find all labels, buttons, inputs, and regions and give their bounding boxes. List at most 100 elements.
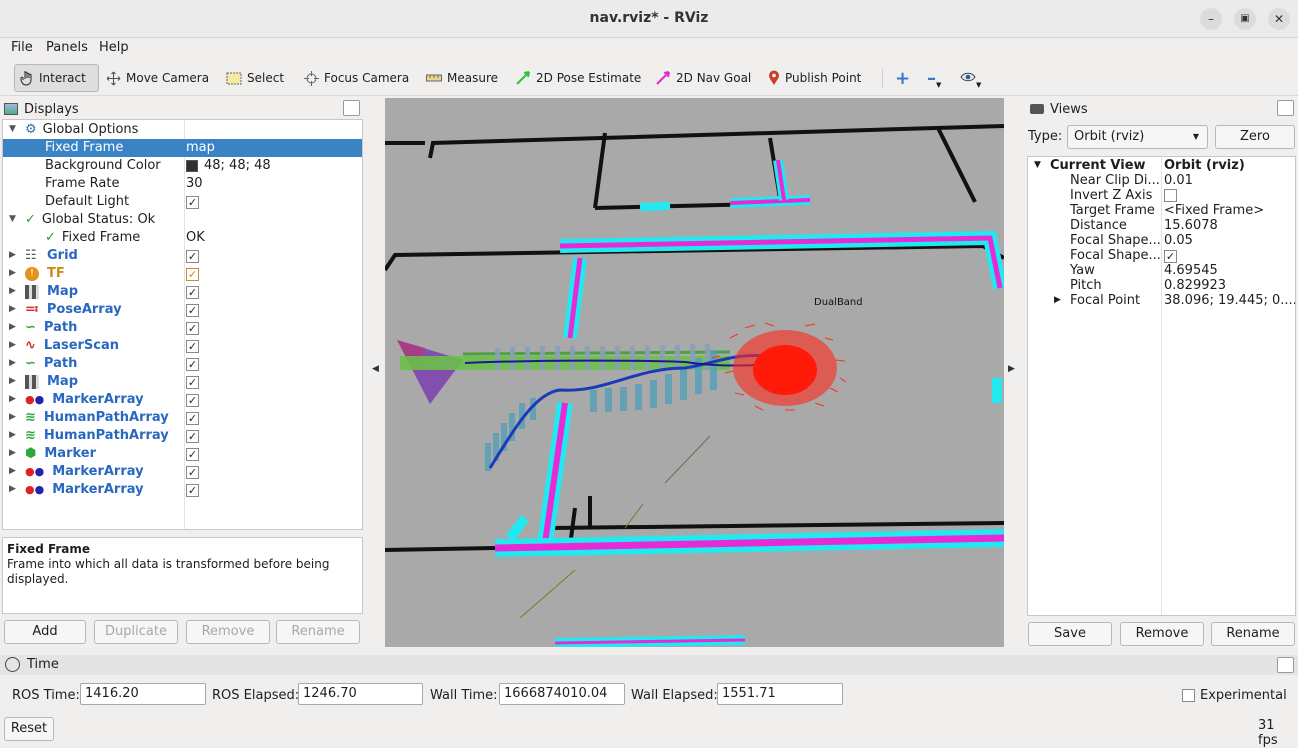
frame-rate-value[interactable]: 30	[186, 176, 203, 191]
enable-checkbox[interactable]: ✓	[186, 394, 199, 407]
tree-row-fixed-frame[interactable]: Fixed Frame map	[3, 139, 362, 157]
tree-row-default-light[interactable]: Default Light ✓	[3, 193, 362, 211]
focus-camera-tool[interactable]: Focus Camera	[299, 64, 414, 92]
collapsed-arrow-icon[interactable]: ▶	[9, 376, 16, 386]
invert-z-checkbox[interactable]	[1164, 189, 1177, 202]
experimental-checkbox[interactable]	[1182, 689, 1195, 702]
remove-tool-button[interactable]: – ▼	[922, 64, 946, 92]
view-prop-value[interactable]: 15.6078	[1164, 218, 1218, 233]
tree-row-global-status[interactable]: ▼ ✓ Global Status: Ok	[3, 211, 362, 229]
collapsed-arrow-icon[interactable]: ▶	[9, 412, 16, 422]
collapsed-arrow-icon[interactable]: ▶	[9, 484, 16, 494]
pose-estimate-tool[interactable]: 2D Pose Estimate	[510, 64, 646, 92]
view-row-invert-z[interactable]: Invert Z Axis	[1028, 188, 1295, 203]
display-markerarray-2[interactable]: ▶ ●● MarkerArray ✓	[3, 463, 362, 481]
collapsed-arrow-icon[interactable]: ▶	[9, 430, 16, 440]
view-prop-value[interactable]: 4.69545	[1164, 263, 1218, 278]
select-tool[interactable]: Select	[221, 64, 289, 92]
zero-view-button[interactable]: Zero	[1215, 125, 1295, 149]
publish-point-tool[interactable]: Publish Point	[763, 64, 866, 92]
focal-shape-checkbox[interactable]: ✓	[1164, 250, 1177, 263]
expand-arrow-icon[interactable]: ▼	[1034, 160, 1041, 170]
tree-row-background-color[interactable]: Background Color 48; 48; 48	[3, 157, 362, 175]
default-light-checkbox[interactable]: ✓	[186, 196, 199, 209]
view-row-focal-point[interactable]: ▶ Focal Point 38.096; 19.445; 0....	[1028, 293, 1296, 308]
render-viewport[interactable]: DualBand	[385, 98, 1004, 647]
enable-checkbox[interactable]: ✓	[186, 448, 199, 461]
ros-elapsed-field[interactable]: 1246.70	[298, 683, 423, 705]
enable-checkbox[interactable]: ✓	[186, 376, 199, 389]
collapse-right-icon[interactable]: ▶	[1008, 364, 1015, 374]
view-row-target-frame[interactable]: Target Frame <Fixed Frame>	[1028, 203, 1295, 218]
view-tool-button[interactable]: ▼	[955, 64, 986, 92]
display-path-2[interactable]: ▶ ∽ Path ✓	[3, 355, 362, 373]
color-swatch[interactable]	[186, 159, 198, 172]
collapsed-arrow-icon[interactable]: ▶	[9, 394, 16, 404]
display-humanpatharray-2[interactable]: ▶ ≋ HumanPathArray ✓	[3, 427, 362, 445]
view-type-select[interactable]: Orbit (rviz) ▼	[1067, 125, 1208, 149]
collapsed-arrow-icon[interactable]: ▶	[9, 466, 16, 476]
collapsed-arrow-icon[interactable]: ▶	[9, 322, 16, 332]
display-map[interactable]: ▶ Map ✓	[3, 283, 362, 301]
expand-arrow-icon[interactable]: ▼	[9, 214, 16, 224]
tree-row-frame-rate[interactable]: Frame Rate 30	[3, 175, 362, 193]
remove-display-button[interactable]: Remove	[186, 620, 270, 644]
enable-checkbox[interactable]: ✓	[186, 304, 199, 317]
collapsed-arrow-icon[interactable]: ▶	[9, 340, 16, 350]
enable-checkbox[interactable]: ✓	[186, 268, 199, 281]
tree-row-status-fixed-frame[interactable]: ✓ Fixed Frame OK	[3, 229, 362, 247]
scene-render[interactable]: DualBand	[385, 98, 1004, 647]
display-map-2[interactable]: ▶ Map ✓	[3, 373, 362, 391]
duplicate-display-button[interactable]: Duplicate	[94, 620, 178, 644]
tree-row-global-options[interactable]: ▼ ⚙ Global Options	[3, 121, 362, 139]
menu-help[interactable]: Help	[99, 40, 129, 55]
nav-goal-tool[interactable]: 2D Nav Goal	[650, 64, 756, 92]
wall-time-field[interactable]: 1666874010.04	[499, 683, 625, 705]
enable-checkbox[interactable]: ✓	[186, 340, 199, 353]
interact-tool[interactable]: Interact	[14, 64, 99, 92]
enable-checkbox[interactable]: ✓	[186, 412, 199, 425]
remove-view-button[interactable]: Remove	[1120, 622, 1204, 646]
add-display-button[interactable]: Add	[4, 620, 86, 644]
expand-arrow-icon[interactable]: ▼	[9, 124, 16, 134]
collapsed-arrow-icon[interactable]: ▶	[9, 448, 16, 458]
time-undock-button[interactable]	[1277, 657, 1294, 673]
collapsed-arrow-icon[interactable]: ▶	[9, 304, 16, 314]
move-camera-tool[interactable]: Move Camera	[101, 64, 214, 92]
enable-checkbox[interactable]: ✓	[186, 430, 199, 443]
display-marker[interactable]: ▶ ⬢ Marker ✓	[3, 445, 362, 463]
displays-tree[interactable]: ▼ ⚙ Global Options Fixed Frame map Backgr…	[2, 119, 363, 530]
rename-view-button[interactable]: Rename	[1211, 622, 1295, 646]
display-humanpatharray[interactable]: ▶ ≋ HumanPathArray ✓	[3, 409, 362, 427]
add-tool-button[interactable]: +	[890, 64, 915, 92]
views-undock-button[interactable]	[1277, 100, 1294, 116]
display-posearray[interactable]: ▶ ≕ PoseArray ✓	[3, 301, 362, 319]
display-markerarray-3[interactable]: ▶ ●● MarkerArray ✓	[3, 481, 362, 499]
collapsed-arrow-icon[interactable]: ▶	[9, 286, 16, 296]
maximize-icon[interactable]: ▣	[1234, 8, 1256, 30]
collapsed-arrow-icon[interactable]: ▶	[1054, 295, 1061, 305]
wall-elapsed-field[interactable]: 1551.71	[717, 683, 843, 705]
enable-checkbox[interactable]: ✓	[186, 286, 199, 299]
displays-undock-button[interactable]	[343, 100, 360, 116]
enable-checkbox[interactable]: ✓	[186, 358, 199, 371]
display-laserscan[interactable]: ▶ ∿ LaserScan ✓	[3, 337, 362, 355]
menu-file[interactable]: File	[11, 40, 33, 55]
save-view-button[interactable]: Save	[1028, 622, 1112, 646]
enable-checkbox[interactable]: ✓	[186, 466, 199, 479]
collapsed-arrow-icon[interactable]: ▶	[9, 250, 16, 260]
view-prop-value[interactable]: <Fixed Frame>	[1164, 203, 1265, 218]
fixed-frame-value[interactable]: map	[186, 140, 215, 155]
ros-time-field[interactable]: 1416.20	[80, 683, 206, 705]
minimize-icon[interactable]: –	[1200, 8, 1222, 30]
collapsed-arrow-icon[interactable]: ▶	[9, 268, 16, 278]
view-row-near-clip[interactable]: Near Clip Di... 0.01	[1028, 173, 1295, 188]
rename-display-button[interactable]: Rename	[276, 620, 360, 644]
close-icon[interactable]: ✕	[1268, 8, 1290, 30]
view-prop-value[interactable]: 38.096; 19.445; 0....	[1164, 293, 1296, 308]
display-tf[interactable]: ▶ ! TF ✓	[3, 265, 362, 283]
view-row-focal-shape-fixed[interactable]: Focal Shape... ✓	[1028, 248, 1295, 263]
view-row-focal-shape-size[interactable]: Focal Shape... 0.05	[1028, 233, 1295, 248]
display-markerarray[interactable]: ▶ ●● MarkerArray ✓	[3, 391, 362, 409]
view-prop-value[interactable]: 0.01	[1164, 173, 1193, 188]
